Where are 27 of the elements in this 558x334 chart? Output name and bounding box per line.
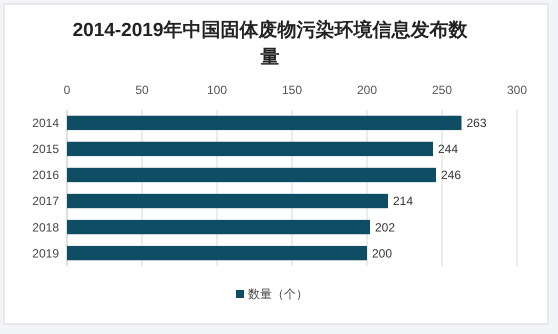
data-label: 246 — [441, 168, 462, 182]
data-label: 244 — [438, 142, 458, 156]
y-tick-label: 2018 — [32, 220, 60, 234]
y-tick-label: 2015 — [32, 142, 60, 156]
x-tick-label: 150 — [282, 83, 302, 97]
bar — [67, 142, 433, 156]
x-tick-label: 100 — [206, 83, 228, 97]
data-label: 263 — [466, 116, 487, 130]
bar — [67, 116, 462, 130]
x-tick-label: 300 — [506, 83, 528, 97]
legend-label: 数量（个） — [248, 287, 308, 302]
x-tick-label: 200 — [356, 83, 378, 97]
y-tick-label: 2017 — [32, 194, 60, 208]
y-tick-label: 2016 — [32, 168, 60, 182]
data-label: 202 — [375, 220, 396, 234]
y-tick-label: 2014 — [32, 116, 60, 130]
data-label: 200 — [372, 246, 392, 260]
x-tick-label: 250 — [432, 83, 452, 97]
bar — [67, 246, 367, 260]
x-tick-label: 0 — [64, 83, 71, 97]
chart-title: 2014-2019年中国固体废物污染环境信息发布数量 — [72, 19, 468, 68]
data-label: 214 — [393, 194, 414, 208]
y-tick-label: 2019 — [32, 246, 60, 260]
bar — [67, 220, 370, 234]
bar — [67, 168, 436, 182]
x-tick-label: 50 — [135, 83, 149, 97]
bar — [67, 194, 388, 208]
